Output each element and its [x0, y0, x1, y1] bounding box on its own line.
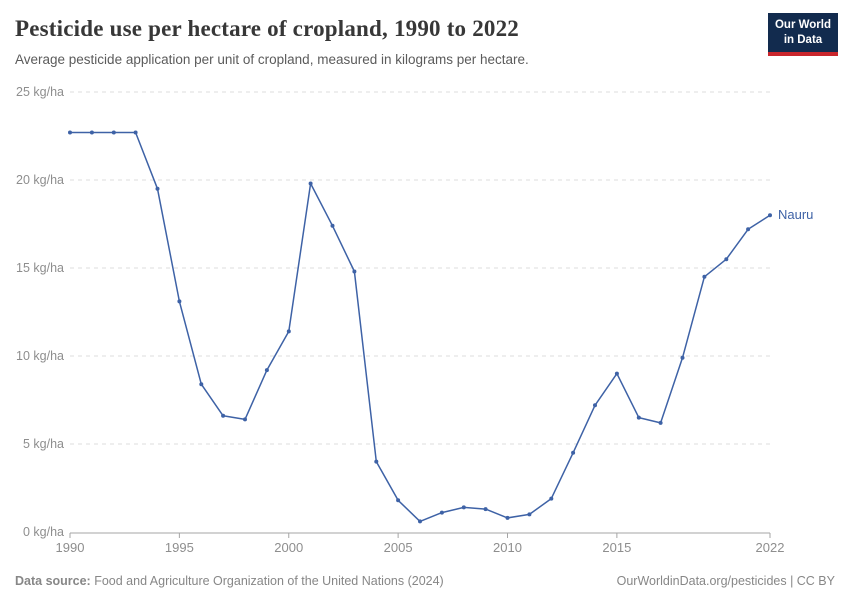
x-axis-tick-label: 1990: [56, 540, 85, 555]
data-point[interactable]: [330, 223, 335, 228]
data-point[interactable]: [724, 257, 729, 262]
owid-logo[interactable]: Our World in Data: [768, 13, 838, 56]
x-axis-tick-label: 1995: [165, 540, 194, 555]
data-point[interactable]: [439, 510, 444, 515]
x-axis-tick-label: 2010: [493, 540, 522, 555]
data-point[interactable]: [483, 507, 488, 512]
data-point[interactable]: [89, 130, 94, 135]
data-point[interactable]: [199, 382, 204, 387]
data-point[interactable]: [308, 181, 313, 186]
data-point[interactable]: [418, 519, 422, 524]
x-axis-tick-label: 2005: [384, 540, 413, 555]
data-point[interactable]: [746, 227, 751, 232]
data-line[interactable]: [70, 131, 771, 523]
data-source-label: Data source:: [15, 574, 91, 588]
y-axis-tick-label: 15 kg/ha: [16, 261, 64, 275]
data-point[interactable]: [658, 420, 663, 425]
credit-link[interactable]: OurWorldinData.org/pesticides | CC BY: [616, 574, 835, 588]
data-point[interactable]: [571, 450, 576, 455]
chart-footer: Data source: Food and Agriculture Organi…: [15, 574, 835, 588]
x-axis-tick-label: 2022: [756, 540, 785, 555]
owid-logo-line2: in Data: [783, 33, 823, 46]
series-label-nauru[interactable]: Nauru: [778, 207, 813, 222]
data-point[interactable]: [680, 355, 685, 360]
data-point[interactable]: [549, 496, 554, 501]
chart-title: Pesticide use per hectare of cropland, 1…: [15, 16, 520, 41]
data-source-text: Food and Agriculture Organization of the…: [90, 574, 444, 588]
y-axis-tick-label: 0 kg/ha: [23, 525, 64, 539]
data-point[interactable]: [155, 186, 160, 191]
data-point[interactable]: [374, 459, 379, 464]
data-point[interactable]: [264, 368, 269, 373]
data-point[interactable]: [68, 130, 72, 135]
data-point[interactable]: [614, 371, 619, 376]
y-axis-tick-label: 20 kg/ha: [16, 173, 64, 187]
data-point[interactable]: [527, 512, 532, 517]
data-point[interactable]: [286, 329, 291, 334]
data-point[interactable]: [768, 213, 772, 218]
data-point[interactable]: [593, 403, 597, 408]
data-source-note: Data source: Food and Agriculture Organi…: [15, 574, 444, 588]
data-point[interactable]: [702, 274, 707, 279]
data-point[interactable]: [636, 415, 641, 420]
data-point[interactable]: [177, 299, 182, 304]
y-axis-tick-label: 10 kg/ha: [16, 349, 64, 363]
data-point[interactable]: [221, 413, 226, 418]
data-point[interactable]: [111, 130, 116, 135]
data-point[interactable]: [352, 269, 357, 274]
data-point[interactable]: [396, 498, 401, 503]
data-point[interactable]: [243, 417, 247, 422]
y-axis-tick-label: 5 kg/ha: [23, 437, 64, 451]
x-axis-tick-label: 2015: [602, 540, 631, 555]
data-point[interactable]: [133, 130, 138, 135]
x-axis-tick-label: 2000: [274, 540, 303, 555]
chart-subtitle: Average pesticide application per unit o…: [15, 52, 529, 67]
data-point[interactable]: [505, 515, 510, 520]
owid-logo-line1: Our World: [774, 19, 831, 31]
y-axis-tick-label: 25 kg/ha: [16, 85, 64, 99]
data-point[interactable]: [461, 505, 466, 510]
